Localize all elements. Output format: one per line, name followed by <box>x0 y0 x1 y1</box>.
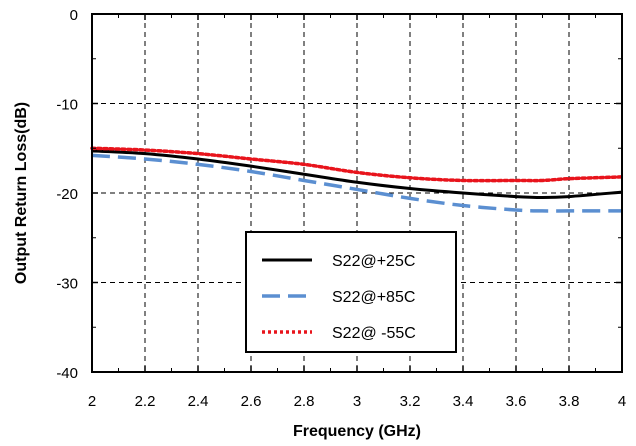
y-tick-label: -30 <box>56 276 78 293</box>
series-layer <box>90 146 624 213</box>
x-tick-label: 2 <box>88 393 96 410</box>
x-tick-label: 3.2 <box>400 393 421 410</box>
legend-label-3: S22@ -55C <box>332 325 416 342</box>
legend-label-1: S22@+25C <box>332 253 415 270</box>
series-line-2 <box>91 153 623 213</box>
x-tick-label: 2.4 <box>188 393 209 410</box>
y-tick-label: -20 <box>56 186 78 203</box>
x-tick-label: 2.6 <box>241 393 262 410</box>
x-tick-label: 3 <box>353 393 361 410</box>
series-line-1 <box>91 149 623 199</box>
y-tick-label: -40 <box>56 365 78 382</box>
series-line-3 <box>90 146 624 183</box>
legend: S22@+25C S22@+85C S22@ -55C <box>245 231 457 353</box>
legend-label-2: S22@+85C <box>332 289 415 306</box>
x-axis-title: Frequency (GHz) <box>293 423 421 440</box>
y-tick-label: 0 <box>70 7 78 24</box>
y-tick-label: -10 <box>56 97 78 114</box>
x-tick-label: 3.4 <box>453 393 474 410</box>
tick-labels: 2 2.2 2.4 2.6 2.8 3 3.2 3.4 3.6 3.8 4 0 -10 -20 -30 -40 <box>56 7 626 410</box>
x-tick-label: 3.8 <box>559 393 580 410</box>
x-tick-label: 4 <box>618 393 626 410</box>
y-axis-title: Output Return Loss(dB) <box>13 102 30 284</box>
x-tick-label: 2.8 <box>294 393 315 410</box>
x-tick-label: 3.6 <box>506 393 527 410</box>
ticks <box>91 13 623 373</box>
x-tick-label: 2.2 <box>135 393 156 410</box>
